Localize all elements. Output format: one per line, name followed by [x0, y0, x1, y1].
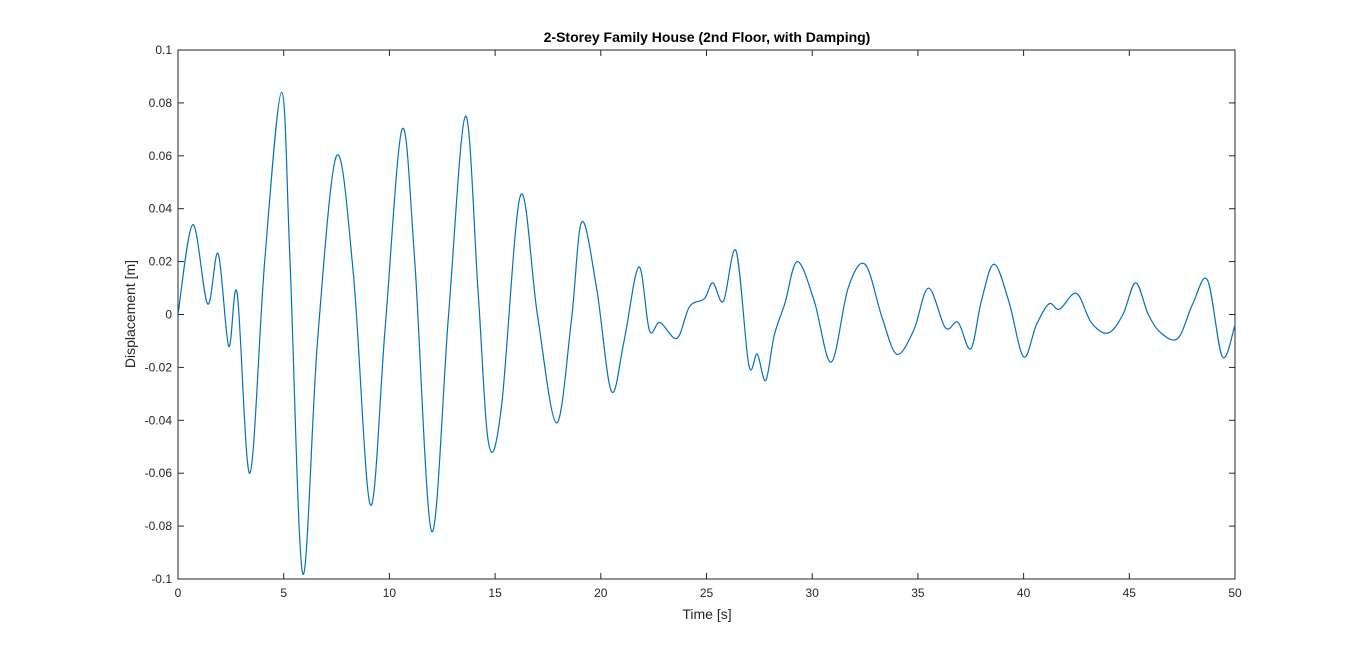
x-tick-label: 45: [1123, 586, 1137, 600]
y-tick-label: 0.02: [149, 255, 173, 269]
chart-title: 2-Storey Family House (2nd Floor, with D…: [544, 29, 871, 45]
y-tick-label: 0.04: [149, 202, 173, 216]
plot-frame: [177, 49, 1236, 580]
x-tick-label: 20: [594, 586, 608, 600]
y-tick-label: 0: [165, 308, 172, 322]
y-tick-label: -0.08: [145, 519, 173, 533]
y-tick-label: -0.02: [145, 360, 173, 374]
x-tick-label: 15: [488, 586, 502, 600]
y-tick-label: -0.1: [151, 572, 172, 586]
y-tick-label: -0.06: [145, 466, 173, 480]
y-tick-label: 0.06: [149, 149, 173, 163]
x-tick-label: 25: [700, 586, 714, 600]
x-tick-label: 10: [383, 586, 397, 600]
x-tick-label: 40: [1017, 586, 1031, 600]
x-tick-label: 35: [911, 586, 925, 600]
y-axis-label: Displacement [m]: [122, 260, 138, 368]
x-tick-label: 50: [1228, 586, 1242, 600]
x-axis-label: Time [s]: [682, 606, 731, 622]
x-tick-label: 30: [806, 586, 820, 600]
y-tick-label: -0.04: [145, 413, 173, 427]
series-line: [177, 91, 1236, 575]
y-tick-label: 0.1: [155, 43, 172, 57]
plot-area: 0 5 10 15 20 25 30 35 40 45 50 -0.1 -0.08 -0.06 -0.04 -…: [145, 43, 1242, 600]
x-tick-label: 0: [175, 586, 182, 600]
y-tick-label: 0.08: [149, 96, 173, 110]
x-tick-label: 5: [280, 586, 287, 600]
